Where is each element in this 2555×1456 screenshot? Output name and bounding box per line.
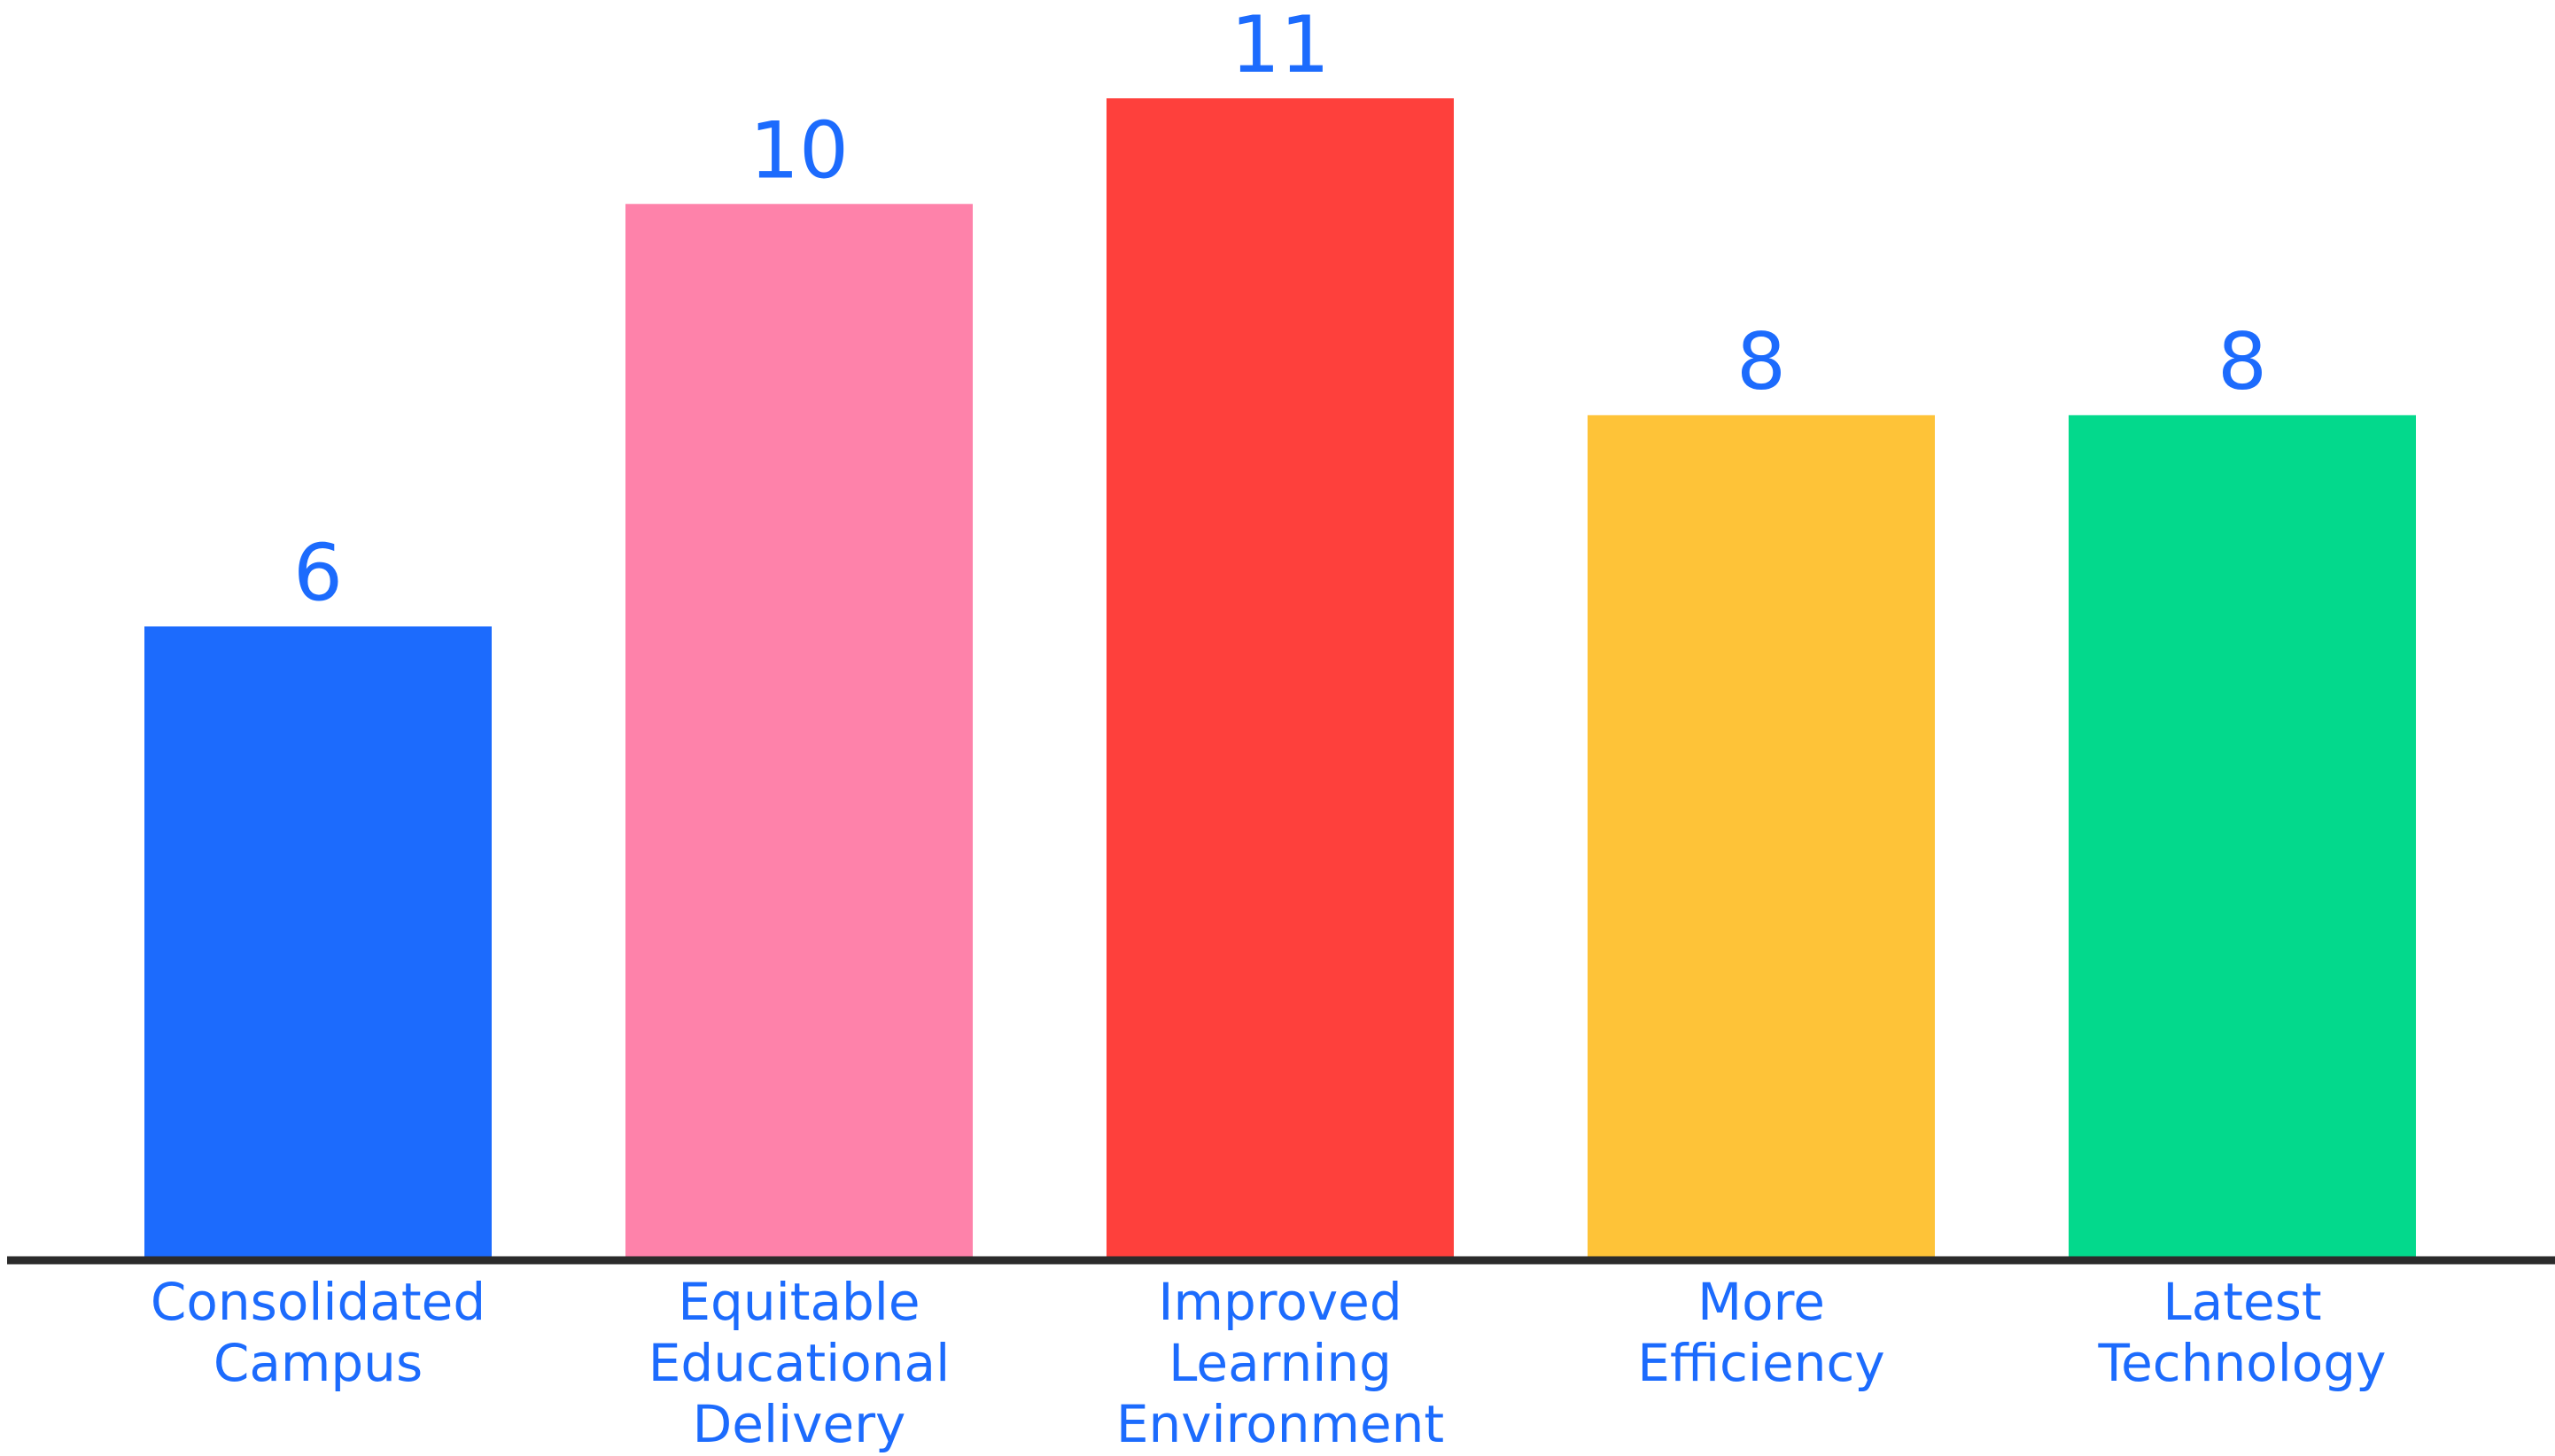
value-label-1: 10 [749,105,849,196]
category-label-line: Improved [1158,1272,1402,1332]
value-label-4: 8 [2217,316,2267,407]
category-label-line: Technology [2098,1333,2387,1393]
category-labels-layer: Consolidated Campus Equitable Educational De… [151,1272,2387,1454]
value-label-2: 11 [1231,0,1330,90]
category-label-line: Learning [1169,1333,1392,1393]
value-label-0: 6 [293,527,343,618]
category-label-line: Efficiency [1637,1333,1884,1393]
bar-2 [1107,98,1454,1260]
category-label-0: Consolidated Campus [151,1272,485,1393]
category-label-1: Equitable Educational Delivery [648,1272,950,1454]
category-label-line: Campus [214,1333,423,1393]
bar-1 [625,204,973,1261]
category-label-2: Improved Learning Environment [1116,1272,1444,1454]
category-label-line: More [1697,1272,1825,1332]
category-label-line: Latest [2163,1272,2321,1332]
bar-0 [144,626,492,1260]
bar-4 [2069,414,2416,1260]
value-label-3: 8 [1736,316,1786,407]
bars-layer [144,98,2416,1261]
category-label-line: Environment [1116,1394,1444,1454]
category-label-4: Latest Technology [2098,1272,2387,1393]
category-label-3: More Efficiency [1637,1272,1884,1393]
bar-3 [1588,414,1935,1260]
category-label-line: Educational [648,1333,950,1393]
category-label-line: Consolidated [151,1272,485,1332]
value-labels-layer: 6 10 11 8 8 [293,0,2267,618]
category-label-line: Delivery [693,1394,906,1454]
category-label-line: Equitable [678,1272,920,1332]
